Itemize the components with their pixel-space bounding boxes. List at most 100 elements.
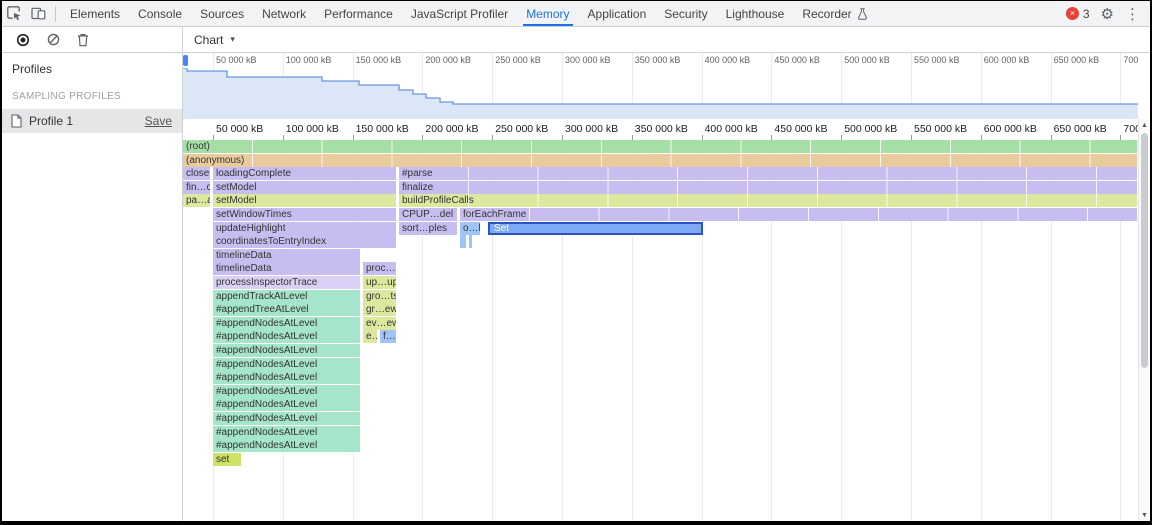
flame-frame[interactable]: setModel — [213, 180, 397, 194]
flame-frame[interactable]: sort…ples — [399, 221, 458, 235]
flame-frame[interactable]: #appendTreeAtLevel — [213, 303, 361, 317]
flame-frame[interactable]: fin…ce — [183, 180, 211, 194]
flame-frame[interactable]: #appendNodesAtLevel — [213, 412, 361, 425]
delete-profile-button[interactable] — [77, 33, 89, 47]
flame-tick-label: 200 000 kB — [425, 123, 479, 135]
tab-elements[interactable]: Elements — [61, 1, 129, 26]
flame-frame[interactable]: f…r — [380, 330, 397, 344]
profile-view-select[interactable]: Chart ▾ — [182, 33, 235, 47]
tab-security[interactable]: Security — [655, 1, 716, 26]
more-options-icon[interactable]: ⋮ — [1125, 5, 1140, 23]
flame-frame[interactable]: updateHighlight — [213, 221, 397, 235]
tab-javascript-profiler[interactable]: JavaScript Profiler — [402, 1, 517, 26]
flame-frame[interactable]: processInspectorTrace — [213, 276, 361, 289]
overview-tick-label: 200 000 kB — [425, 55, 471, 65]
flame-frame[interactable]: pa…at — [183, 194, 211, 208]
memory-overview-graph[interactable] — [183, 68, 1138, 119]
flame-tick-label: 600 000 kB — [983, 123, 1037, 135]
flame-frame[interactable]: o…k — [460, 221, 481, 235]
overview-tick-label: 450 000 kB — [774, 55, 820, 65]
flame-frame[interactable]: proc…ata — [363, 262, 397, 276]
flame-frame[interactable]: timelineData — [213, 248, 361, 262]
scroll-down-arrow[interactable]: ▼ — [1141, 511, 1148, 519]
tick-mark — [1120, 135, 1122, 140]
tick-mark — [213, 135, 214, 140]
experiment-flask-icon — [857, 7, 867, 20]
flame-frame[interactable]: #appendNodesAtLevel — [213, 384, 361, 398]
scroll-up-arrow[interactable]: ▲ — [1141, 121, 1148, 129]
flame-frame-selected[interactable]: Set — [488, 221, 703, 235]
flame-frame[interactable]: timelineData — [213, 262, 361, 276]
flame-frame[interactable]: setModel — [213, 194, 397, 208]
flame-frame[interactable]: #appendNodesAtLevel — [213, 439, 361, 453]
flame-frame[interactable]: forEachFrame — [460, 208, 1138, 221]
flame-frame[interactable]: gr…ew — [363, 303, 397, 317]
flame-frame[interactable]: buildProfileCalls — [399, 194, 1138, 208]
scrollbar-thumb[interactable] — [1141, 133, 1148, 368]
flame-frame[interactable]: #appendNodesAtLevel — [213, 330, 361, 344]
overview-tick-label: 300 000 kB — [565, 55, 611, 65]
flame-frame[interactable] — [469, 235, 473, 249]
flame-frame[interactable]: (anonymous) — [183, 153, 1138, 167]
tab-label: Lighthouse — [725, 6, 785, 21]
settings-gear-icon[interactable]: ⚙ — [1100, 5, 1114, 23]
flame-frame[interactable]: e… — [363, 330, 378, 344]
flame-frame[interactable]: #appendNodesAtLevel — [213, 371, 361, 385]
overview-tick-label: 700 000 kB — [1123, 55, 1138, 65]
clear-profiles-button[interactable] — [47, 33, 60, 46]
error-icon: × — [1065, 7, 1079, 20]
flame-frame[interactable]: (root) — [183, 140, 1138, 153]
flame-frame[interactable]: CPUP…del — [399, 208, 458, 221]
record-heap-profile-button[interactable] — [16, 33, 30, 47]
flame-frame[interactable]: appendTrackAtLevel — [213, 289, 361, 303]
profile-controls — [2, 33, 182, 47]
flame-frame[interactable]: finalize — [399, 180, 1138, 194]
flame-frame[interactable]: #appendNodesAtLevel — [213, 316, 361, 330]
profile-item[interactable]: Profile 1 Save — [2, 109, 182, 133]
flame-frame[interactable]: up…up — [363, 276, 397, 289]
toolbar-divider — [55, 5, 56, 22]
tab-network[interactable]: Network — [253, 1, 315, 26]
flame-frame[interactable]: #appendNodesAtLevel — [213, 398, 361, 412]
inspect-element-button[interactable] — [2, 1, 26, 26]
flame-frame[interactable]: #parse — [399, 167, 1138, 181]
allocation-flame-chart[interactable]: (root) (anonymous) close loadingComplete #pa… — [183, 140, 1138, 521]
tab-label: Sources — [200, 6, 245, 21]
flame-frame[interactable]: close — [183, 167, 211, 181]
gridline — [631, 53, 633, 119]
flame-frame[interactable]: setWindowTimes — [213, 208, 397, 221]
tab-console[interactable]: Console — [129, 1, 191, 26]
gridline — [771, 140, 773, 521]
tab-application[interactable]: Application — [579, 1, 656, 26]
flame-frame[interactable]: gro…ts — [363, 289, 397, 303]
tab-sources[interactable]: Sources — [191, 1, 253, 26]
error-badge[interactable]: × 3 — [1065, 7, 1090, 21]
flame-frame[interactable]: loadingComplete — [213, 167, 397, 181]
overview-tick-label: 500 000 kB — [844, 55, 890, 65]
flame-frame[interactable]: ev…ew — [363, 316, 397, 330]
flame-frame[interactable]: #appendNodesAtLevel — [213, 344, 361, 357]
tab-label: Recorder — [802, 6, 852, 21]
tab-memory[interactable]: Memory — [517, 1, 578, 26]
flame-frame[interactable]: set — [213, 452, 242, 466]
flame-frame[interactable] — [460, 235, 467, 249]
overview-tick-label: 550 000 kB — [914, 55, 960, 65]
tab-recorder[interactable]: Recorder — [793, 1, 876, 26]
overview-ruler: 50 000 kB 100 000 kB 150 000 kB 200 000 kB 2… — [183, 53, 1138, 68]
flame-frame[interactable]: #appendNodesAtLevel — [213, 425, 361, 439]
memory-overview[interactable]: 50 000 kB 100 000 kB 150 000 kB 200 000 kB 2… — [183, 53, 1138, 119]
overview-line — [183, 68, 1138, 105]
flame-frame[interactable]: coordinatesToEntryIndex — [213, 235, 397, 249]
gridline — [492, 53, 494, 119]
tab-lighthouse[interactable]: Lighthouse — [717, 1, 794, 26]
save-profile-link[interactable]: Save — [144, 114, 172, 128]
memory-panel-toolbar: Chart ▾ — [2, 27, 1150, 53]
flame-frame[interactable]: #appendNodesAtLevel — [213, 357, 361, 371]
tab-performance[interactable]: Performance — [315, 1, 402, 26]
gridline — [422, 53, 424, 119]
vertical-scrollbar[interactable]: ▲ ▼ — [1138, 119, 1150, 521]
overview-drag-handle[interactable] — [183, 55, 188, 66]
toggle-device-toolbar-button[interactable] — [26, 1, 50, 26]
flame-tick-label: 400 000 kB — [704, 123, 758, 135]
